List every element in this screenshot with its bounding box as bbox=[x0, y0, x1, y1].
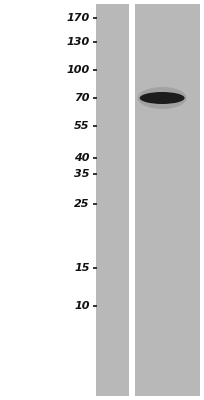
Bar bbox=[129, 4, 135, 396]
Text: 10: 10 bbox=[74, 301, 90, 311]
Text: 70: 70 bbox=[74, 93, 90, 103]
Text: 35: 35 bbox=[74, 169, 90, 179]
Text: 25: 25 bbox=[74, 199, 90, 209]
Text: 55: 55 bbox=[74, 121, 90, 131]
Text: 100: 100 bbox=[67, 65, 90, 75]
Text: 40: 40 bbox=[74, 153, 90, 163]
Ellipse shape bbox=[138, 87, 187, 109]
Text: 170: 170 bbox=[67, 13, 90, 23]
Text: 130: 130 bbox=[67, 37, 90, 47]
Text: 15: 15 bbox=[74, 263, 90, 273]
Ellipse shape bbox=[140, 92, 185, 104]
Bar bbox=[96, 4, 129, 396]
Bar bbox=[135, 4, 200, 396]
